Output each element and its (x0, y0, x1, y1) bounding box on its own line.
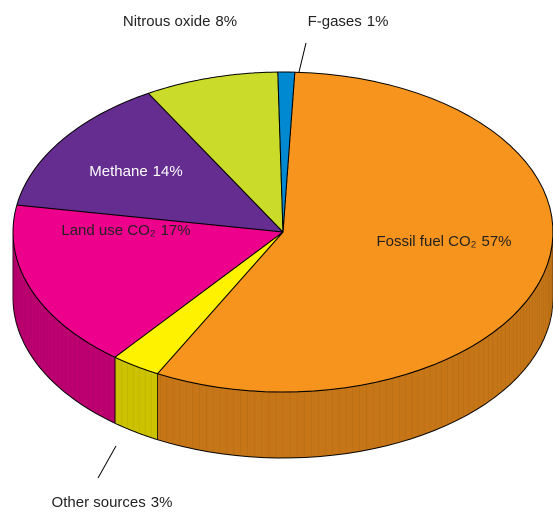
leader-line (298, 42, 307, 73)
slice-label: Fossil fuel CO₂ 57% (376, 233, 511, 250)
slice-label: Methane 14% (89, 163, 182, 180)
pie-slice (114, 231, 284, 375)
slice-label: Other sources 3% (52, 494, 173, 511)
slice-value: 1% (367, 13, 389, 30)
slice-name: Land use CO₂ (61, 222, 155, 239)
pie-slice (157, 71, 553, 393)
slice-label: F-gases 1% (308, 13, 389, 30)
slice-name: Other sources (52, 494, 146, 511)
slice-value: 3% (151, 494, 173, 511)
pie-slice (147, 71, 284, 233)
slice-label: Land use CO₂ 17% (61, 222, 190, 239)
pie-sides (12, 231, 553, 459)
leader-line (97, 445, 117, 479)
slice-name: Fossil fuel CO₂ (376, 233, 476, 250)
slice-value: 57% (481, 233, 511, 250)
pie-top (12, 71, 553, 393)
pie-slice (16, 92, 284, 233)
pie-slice (12, 204, 284, 358)
slice-value: 17% (161, 222, 191, 239)
slice-name: F-gases (308, 13, 362, 30)
slice-name: Methane (89, 163, 147, 180)
slice-value: 8% (215, 13, 237, 30)
slice-name: Nitrous oxide (123, 13, 211, 30)
slice-label: Nitrous oxide 8% (123, 13, 237, 30)
slice-value: 14% (153, 163, 183, 180)
pie-slice (277, 71, 296, 233)
